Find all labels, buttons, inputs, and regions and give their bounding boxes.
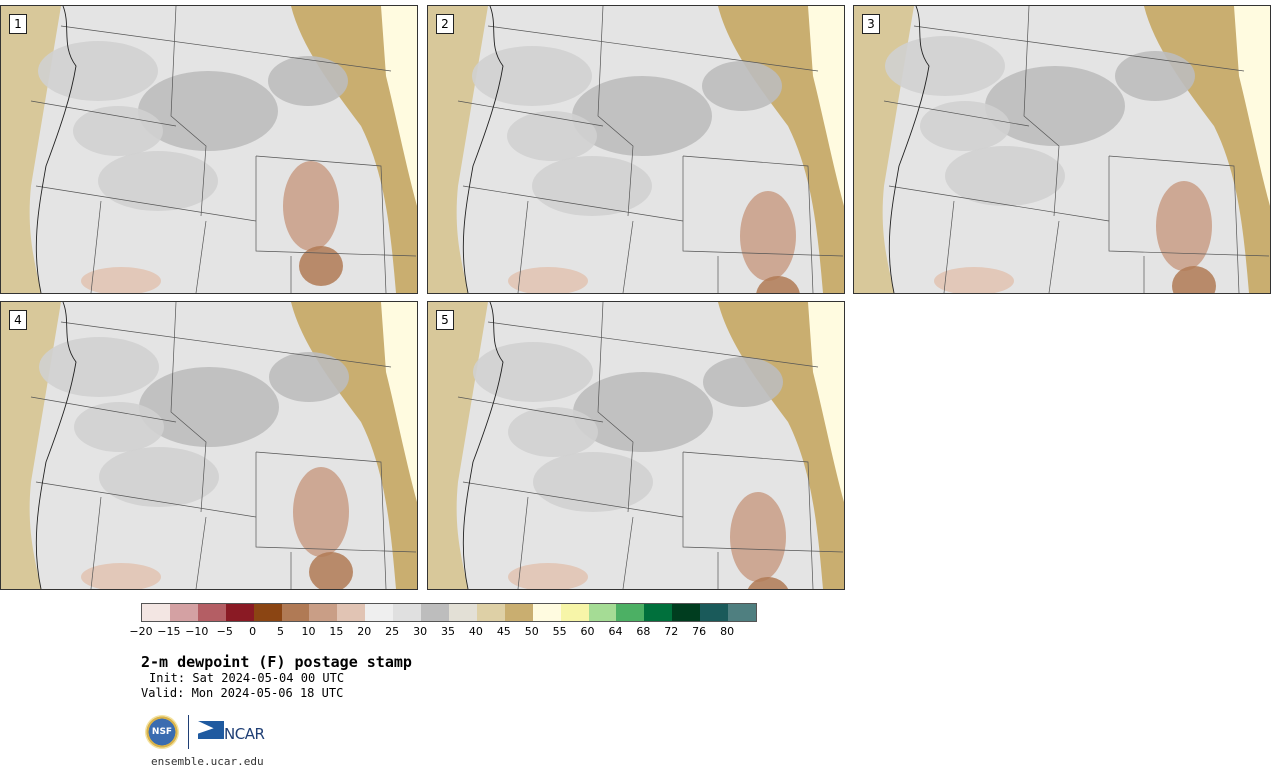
colorbar-swatch xyxy=(253,604,282,621)
colorbar-tick-label: −20 xyxy=(129,625,153,638)
colorbar-swatch xyxy=(644,604,673,621)
colorbar-swatch xyxy=(142,604,170,621)
colorbar-swatch xyxy=(197,604,226,621)
colorbar-tick-label: 45 xyxy=(496,625,511,638)
colorbar-ticks: −20 −15 −10 −5 0 5 10 15 20 25 30 35 40 45 50 55 60 64 68 7… xyxy=(129,625,755,639)
panel-number-label: 5 xyxy=(436,310,454,330)
init-time: Init: Sat 2024-05-04 00 UTC xyxy=(149,671,345,685)
colorbar-swatch xyxy=(476,604,505,621)
colorbar-tick-label: 76 xyxy=(692,625,707,638)
stamp-panel-3: 3 xyxy=(853,5,1271,294)
colorbar-tick-label: 40 xyxy=(468,625,483,638)
dewpoint-map xyxy=(428,6,844,293)
colorbar-tick-label: 80 xyxy=(720,625,735,638)
colorbar-tick-label: 68 xyxy=(636,625,651,638)
colorbar-swatch xyxy=(393,604,422,621)
colorbar-tick-label: 5 xyxy=(277,625,285,638)
colorbar-tick-label: 30 xyxy=(413,625,428,638)
dewpoint-map xyxy=(1,302,417,589)
colorbar-tick-label: −10 xyxy=(185,625,209,638)
colorbar-tick-label: 20 xyxy=(357,625,372,638)
dewpoint-map xyxy=(428,302,844,589)
colorbar-swatch xyxy=(365,604,394,621)
valid-time: Valid: Mon 2024-05-06 18 UTC xyxy=(141,686,344,700)
colorbar-tick-label: 60 xyxy=(580,625,595,638)
colorbar-swatch xyxy=(169,604,198,621)
panel-number-label: 2 xyxy=(436,14,454,34)
colorbar-swatch xyxy=(421,604,449,621)
stamp-panel-4: 4 xyxy=(0,301,418,590)
colorbar-tick-label: 35 xyxy=(441,625,455,638)
colorbar-tick-label: 64 xyxy=(608,625,623,638)
colorbar-tick-label: −15 xyxy=(157,625,181,638)
colorbar-swatch xyxy=(225,604,254,621)
logos: NSF NCAR xyxy=(143,713,278,753)
colorbar-swatch xyxy=(309,604,338,621)
colorbar-tick-label: 10 xyxy=(301,625,316,638)
colorbar-swatch xyxy=(588,604,617,621)
colorbar-tick-label: 55 xyxy=(552,625,567,638)
colorbar-swatch xyxy=(560,604,589,621)
colorbar-swatch xyxy=(281,604,310,621)
colorbar-tick-label: 72 xyxy=(664,625,679,638)
colorbar-swatch xyxy=(448,604,477,621)
colorbar-tick-label: −5 xyxy=(216,625,233,638)
stamp-panel-2: 2 xyxy=(427,5,845,294)
colorbar-tick-label: 0 xyxy=(249,625,257,638)
panel-number-label: 4 xyxy=(9,310,27,330)
logo-divider xyxy=(188,715,189,749)
colorbar-swatch xyxy=(504,604,533,621)
colorbar-tick-label: 15 xyxy=(329,625,344,638)
colorbar xyxy=(141,603,757,622)
dewpoint-map xyxy=(1,6,417,293)
colorbar-swatch xyxy=(672,604,701,621)
colorbar-tick-label: 25 xyxy=(385,625,400,638)
ncar-logo: NCAR xyxy=(198,721,278,747)
stamp-panel-5: 5 xyxy=(427,301,845,590)
website-url: ensemble.ucar.edu xyxy=(151,755,264,768)
ncar-logo-text: NCAR xyxy=(224,725,265,743)
colorbar-swatch xyxy=(337,604,366,621)
ncar-mark-icon xyxy=(198,721,224,739)
colorbar-swatch xyxy=(728,604,756,621)
dewpoint-map xyxy=(854,6,1270,293)
nsf-logo: NSF xyxy=(145,715,179,749)
colorbar-tick-label: 50 xyxy=(524,625,539,638)
panel-number-label: 1 xyxy=(9,14,27,34)
stamp-panel-1: 1 xyxy=(0,5,418,294)
plot-title: 2-m dewpoint (F) postage stamp xyxy=(141,653,412,671)
colorbar-swatch xyxy=(532,604,561,621)
colorbar-swatch xyxy=(700,604,729,621)
panel-number-label: 3 xyxy=(862,14,880,34)
colorbar-swatch xyxy=(616,604,645,621)
